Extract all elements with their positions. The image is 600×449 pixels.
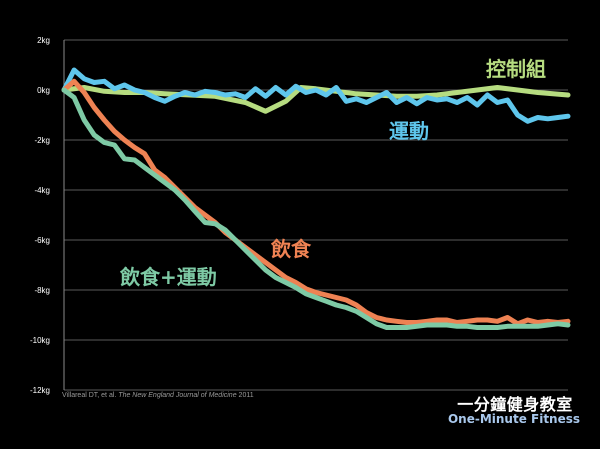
series-label-control: 控制組 bbox=[486, 57, 546, 81]
citation: Villareal DT, et al. The New England Jou… bbox=[62, 392, 254, 399]
y-tick-label: -8kg bbox=[34, 286, 50, 295]
y-tick-label: -2kg bbox=[34, 136, 50, 145]
series-line-exercise bbox=[61, 67, 571, 124]
y-axis-ticks: 2kg 0kg -2kg -4kg -6kg -8kg -10kg -12kg bbox=[30, 36, 50, 395]
series-label-diet: 飲食 bbox=[270, 237, 312, 261]
citation-journal: The New England Journal of Medicine bbox=[118, 392, 237, 399]
brand-name-english: One-Minute Fitness bbox=[447, 412, 581, 426]
series-line-diet-exercise bbox=[61, 87, 571, 330]
y-tick-label: -12kg bbox=[30, 386, 50, 395]
citation-authors: Villareal DT, et al. bbox=[62, 392, 117, 399]
y-tick-label: -10kg bbox=[30, 336, 50, 345]
y-tick-label: -6kg bbox=[34, 236, 50, 245]
y-tick-label: -4kg bbox=[34, 186, 50, 195]
series-label-diet-exercise: 飲食+運動 bbox=[119, 265, 217, 289]
series-line-diet bbox=[61, 78, 571, 327]
y-tick-label: 0kg bbox=[37, 86, 50, 95]
brand-name-chinese: 一分鐘健身教室 bbox=[457, 395, 573, 414]
series-label-exercise: 運動 bbox=[389, 119, 429, 143]
series-lines bbox=[61, 67, 571, 330]
y-tick-label: 2kg bbox=[37, 36, 50, 45]
citation-year: 2011 bbox=[238, 392, 254, 399]
